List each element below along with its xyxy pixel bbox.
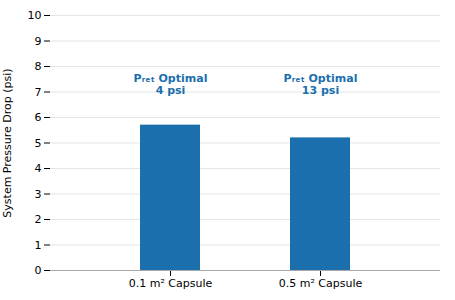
svg-text:0.1 m² Capsule: 0.1 m² Capsule [129,277,213,290]
svg-text:6: 6 [35,111,42,124]
svg-text:Pᵣₑₜ Optimal: Pᵣₑₜ Optimal [134,71,208,84]
svg-text:4: 4 [35,162,42,175]
svg-text:8: 8 [35,60,42,73]
svg-text:Pᵣₑₜ Optimal: Pᵣₑₜ Optimal [284,71,358,84]
svg-text:2: 2 [35,213,42,226]
svg-text:1: 1 [35,239,42,252]
svg-text:3: 3 [35,188,42,201]
svg-text:0.5 m² Capsule: 0.5 m² Capsule [279,277,363,290]
svg-text:4 psi: 4 psi [156,84,186,97]
svg-text:0: 0 [35,264,42,277]
svg-text:5: 5 [35,137,42,150]
svg-text:System Pressure Drop (psi): System Pressure Drop (psi) [1,68,14,217]
svg-text:10: 10 [28,9,42,22]
svg-text:7: 7 [35,86,42,99]
svg-text:13 psi: 13 psi [302,84,339,97]
svg-text:9: 9 [35,35,42,48]
